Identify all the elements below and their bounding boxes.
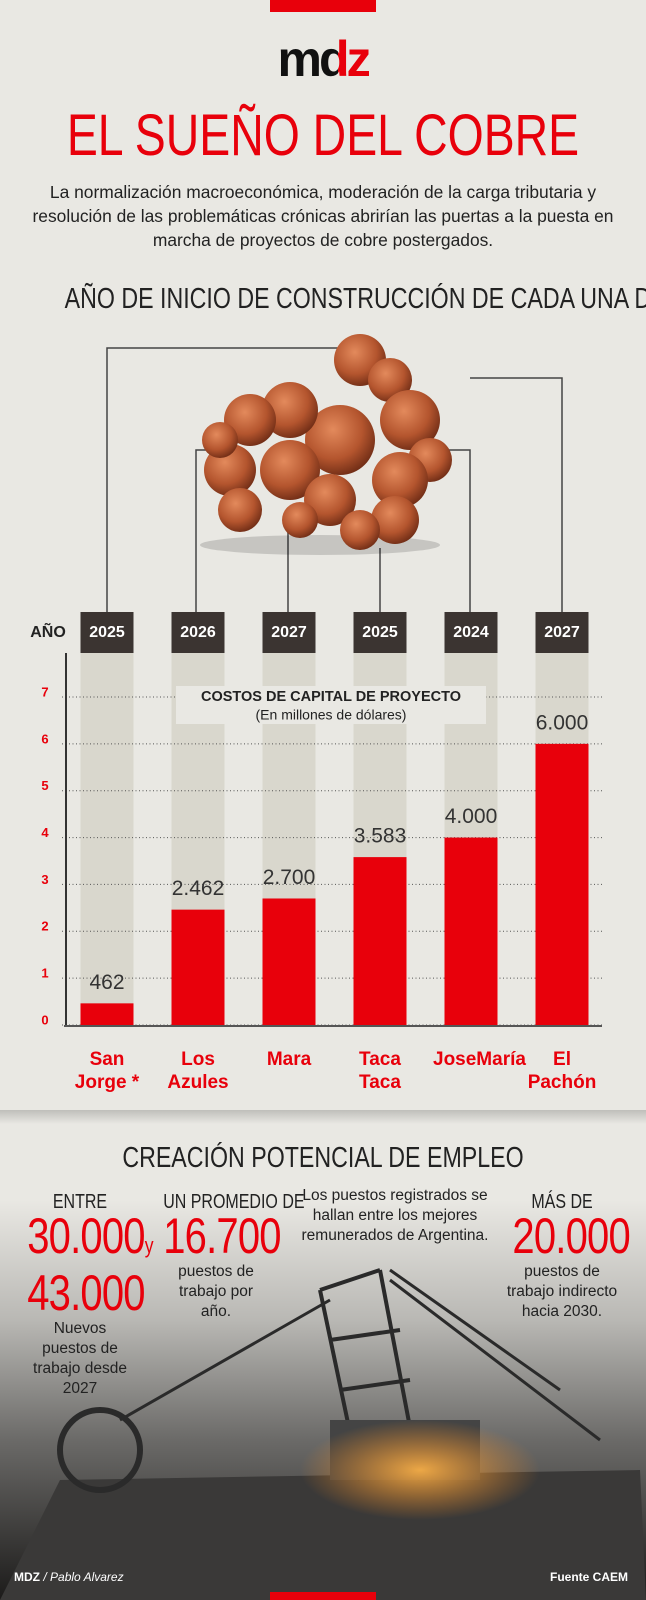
y-tick-label: 3 — [41, 872, 48, 887]
bar — [444, 837, 498, 1025]
employment-item: Los puestos registrados se hallan entre … — [290, 1186, 500, 1246]
year: 2027 — [271, 624, 307, 641]
figure: 30.000 — [27, 1208, 145, 1264]
employment-item: UN PROMEDIO DE 16.700 puestos de trabajo… — [150, 1190, 304, 1322]
y-tick-label: 7 — [41, 684, 48, 699]
year-box — [444, 612, 498, 653]
lead: ENTRE — [52, 1191, 108, 1213]
logo: mdz — [0, 34, 646, 84]
x-tick-label: El Pachón — [527, 1049, 597, 1093]
logo-text: mdz — [277, 31, 372, 87]
credit-author: / Pablo Alvarez — [43, 1570, 124, 1584]
chart-subtitle: (En millones de dólares) — [256, 707, 407, 723]
figure: 16.700 — [163, 1208, 281, 1264]
value-label: 462 — [89, 971, 124, 994]
employment-item: ENTRE 30.000y 43.000 Nuevos puestos de t… — [14, 1190, 153, 1399]
year-box — [535, 612, 589, 653]
copper-nugget — [200, 334, 452, 555]
x-tick-label: JoseMaría — [433, 1049, 526, 1070]
lead: MÁS DE — [531, 1191, 593, 1213]
x-tick-label: San Jorge * — [74, 1049, 140, 1093]
value-label: 3.583 — [354, 825, 407, 848]
chart-title: COSTOS DE CAPITAL DE PROYECTO — [201, 689, 461, 705]
y-tick-label: 4 — [41, 825, 49, 840]
year-box — [80, 612, 134, 653]
x-tick-label: Los Azules — [167, 1049, 229, 1093]
y-tick-label: 0 — [41, 1012, 48, 1027]
value-label: 4.000 — [445, 805, 498, 828]
section-title: CREACIÓN POTENCIAL DE EMPLEO — [122, 1142, 524, 1174]
y-tick-label: 6 — [41, 731, 48, 746]
year-box — [171, 612, 225, 653]
lights — [300, 1420, 540, 1520]
title-backing — [176, 686, 486, 724]
bar — [80, 1003, 134, 1025]
value-label: 2.462 — [172, 877, 225, 900]
column-background — [80, 653, 134, 1025]
credit-brand: MDZ — [14, 1570, 40, 1584]
year-box — [262, 612, 316, 653]
title: EL SUEÑO DEL COBRE — [66, 103, 580, 168]
value-label: 6.000 — [536, 711, 589, 734]
description: puestos de trabajo por año. — [178, 1263, 254, 1320]
source: Fuente CAEM — [550, 1570, 628, 1584]
figure: 43.000 — [27, 1265, 145, 1321]
year: 2024 — [453, 624, 489, 641]
year: 2026 — [180, 624, 216, 641]
year: 2027 — [544, 624, 580, 641]
top-bar — [270, 0, 376, 12]
section-title: AÑO DE INICIO DE CONSTRUCCIÓN DE CADA UN… — [64, 283, 646, 315]
bar — [535, 743, 589, 1025]
divider — [0, 1110, 646, 1124]
y-tick-label: 2 — [41, 919, 48, 934]
figure: 20.000 — [512, 1208, 630, 1264]
y-tick-label: 5 — [41, 778, 48, 793]
chart: 0 1 2 3 4 5 6 7 COSTOS DE CAPITAL DE PROYECTO (En… — [30, 612, 602, 1027]
value-label: 2.700 — [263, 866, 316, 889]
year: 2025 — [89, 624, 125, 641]
bar — [353, 857, 407, 1025]
subtitle: La normalización macroeconómica, moderac… — [32, 182, 614, 250]
joiner: y — [144, 1233, 154, 1258]
year-label: AÑO — [30, 621, 66, 641]
description: Los puestos registrados se hallan entre … — [301, 1187, 489, 1244]
x-tick-label: Taca Taca — [359, 1049, 401, 1093]
connectors — [106, 347, 563, 612]
year: 2025 — [362, 624, 398, 641]
description: Nuevos puestos de trabajo desde 2027 — [33, 1320, 127, 1397]
x-tick-label: Mara — [266, 1049, 312, 1070]
figure-group: 30.000y — [27, 1211, 153, 1271]
bar — [171, 909, 225, 1025]
credit: MDZ / Pablo Alvarez — [14, 1570, 124, 1584]
employment-item: MÁS DE 20.000 puestos de trabajo indirec… — [500, 1190, 631, 1322]
description: puestos de trabajo indirecto hacia 2030. — [506, 1263, 618, 1320]
y-tick-label: 1 — [41, 966, 48, 981]
bottom-bar — [270, 1592, 376, 1600]
bar — [262, 898, 316, 1025]
year-box — [353, 612, 407, 653]
